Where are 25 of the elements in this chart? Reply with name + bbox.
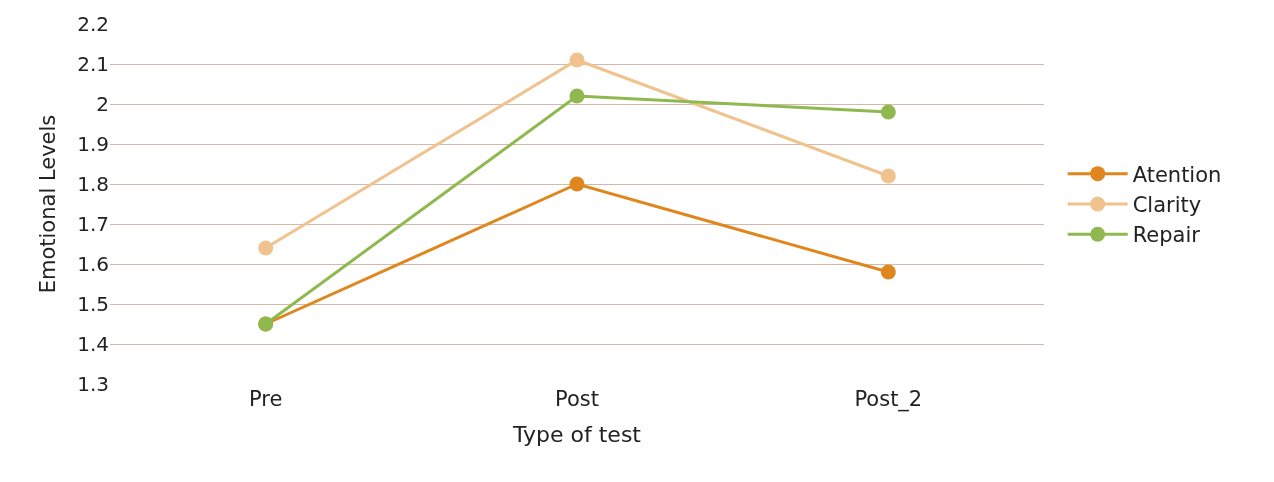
y-tick-label: 1.9 [77, 132, 109, 156]
x-tick-label: Post_2 [854, 387, 923, 412]
point [569, 88, 585, 104]
point [569, 52, 585, 68]
point [880, 264, 896, 280]
y-tick-label: 1.6 [77, 252, 109, 276]
y-tick-label: 1.7 [77, 212, 109, 236]
x-tick-label: Pre [248, 387, 283, 411]
point [880, 168, 896, 184]
y-tick-label: 2 [96, 92, 109, 116]
y-tick-label: 2.2 [77, 12, 109, 36]
point [880, 104, 896, 120]
y-tick-label: 1.4 [77, 332, 109, 356]
point [569, 176, 585, 192]
legend-label: Repair [1132, 223, 1201, 248]
x-tick-label: Post [555, 387, 599, 411]
y-tick-label: 1.3 [77, 372, 109, 396]
x-axis-title: Type of test [512, 421, 642, 447]
legend-label: Clarity [1132, 193, 1202, 218]
y-tick-label: 1.5 [77, 292, 109, 316]
y-tick-label: 2.1 [77, 52, 109, 76]
y-axis-title: Emotional Levels [36, 114, 61, 294]
legend-label: Atention [1132, 162, 1222, 187]
point [258, 240, 274, 256]
y-tick-label: 1.8 [77, 172, 109, 196]
